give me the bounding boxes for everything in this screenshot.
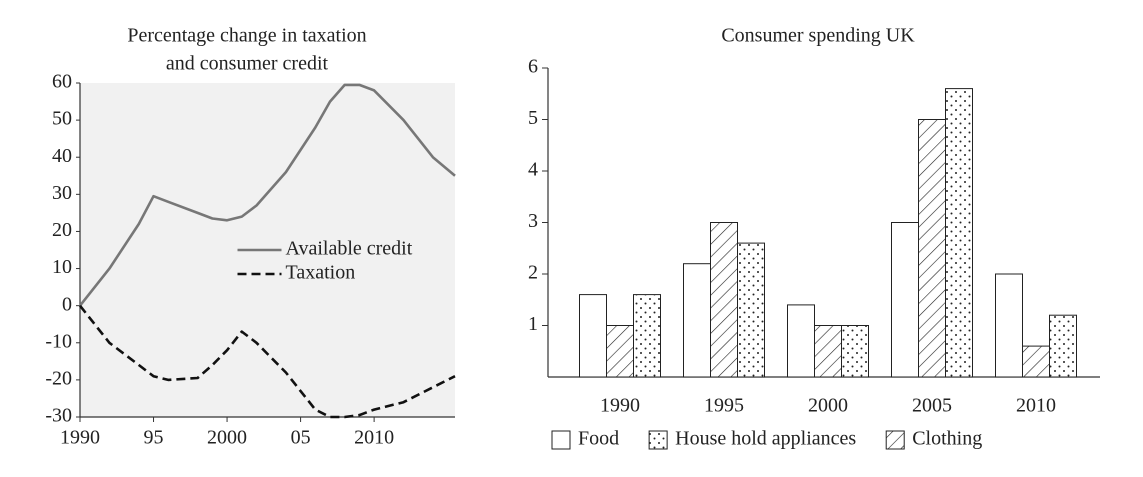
legend-swatch bbox=[551, 430, 571, 450]
y-tick-label: 30 bbox=[52, 182, 72, 204]
legend-label: Clothing bbox=[912, 428, 982, 450]
legend-label: House hold appliances bbox=[675, 428, 856, 450]
x-tick-label: 95 bbox=[144, 427, 164, 449]
y-tick-label: -20 bbox=[45, 367, 72, 389]
y-tick-label: 10 bbox=[52, 256, 72, 278]
y-tick-label: -30 bbox=[45, 405, 72, 427]
legend-label: Taxation bbox=[286, 262, 356, 284]
x-tick-label: 2000 bbox=[808, 395, 848, 417]
y-tick-label: 0 bbox=[62, 293, 72, 315]
bar bbox=[579, 294, 607, 378]
bar bbox=[918, 119, 946, 378]
line-series bbox=[78, 83, 456, 307]
legend-label: Food bbox=[578, 428, 619, 450]
legend-swatch bbox=[885, 430, 905, 450]
bar bbox=[737, 242, 765, 378]
bar bbox=[891, 222, 919, 378]
x-tick-label: 2010 bbox=[1016, 395, 1056, 417]
bar bbox=[633, 294, 661, 378]
legend-label: Available credit bbox=[286, 238, 413, 260]
bar bbox=[814, 325, 842, 378]
legend-swatch bbox=[648, 430, 668, 450]
x-tick-label: 2005 bbox=[912, 395, 952, 417]
x-tick-label: 1990 bbox=[60, 427, 100, 449]
bar bbox=[995, 273, 1023, 378]
bar bbox=[1022, 345, 1050, 378]
y-tick-label: 60 bbox=[52, 71, 72, 93]
y-tick-label: -10 bbox=[45, 330, 72, 352]
y-tick-label: 5 bbox=[528, 107, 538, 129]
x-tick-label: 1990 bbox=[600, 395, 640, 417]
x-tick-label: 2010 bbox=[354, 427, 394, 449]
chart-title: Consumer spending UK bbox=[721, 25, 915, 47]
y-tick-label: 2 bbox=[528, 262, 538, 284]
y-tick-label: 40 bbox=[52, 145, 72, 167]
x-tick-label: 2000 bbox=[207, 427, 247, 449]
bar bbox=[945, 88, 973, 378]
bar bbox=[1049, 314, 1077, 378]
y-tick-label: 3 bbox=[528, 210, 538, 232]
chart-title: and consumer credit bbox=[166, 53, 329, 75]
y-tick-label: 20 bbox=[52, 219, 72, 241]
y-tick-label: 1 bbox=[528, 313, 538, 335]
bar bbox=[710, 222, 738, 378]
x-tick-label: 05 bbox=[291, 427, 311, 449]
bar bbox=[606, 325, 634, 378]
y-tick-label: 50 bbox=[52, 108, 72, 130]
chart-title: Percentage change in taxation bbox=[127, 25, 366, 47]
bar bbox=[841, 325, 869, 378]
x-tick-label: 1995 bbox=[704, 395, 744, 417]
line-series bbox=[78, 304, 456, 419]
y-tick-label: 4 bbox=[528, 159, 538, 181]
bar bbox=[787, 304, 815, 378]
bar bbox=[683, 263, 711, 378]
y-tick-label: 6 bbox=[528, 56, 538, 78]
